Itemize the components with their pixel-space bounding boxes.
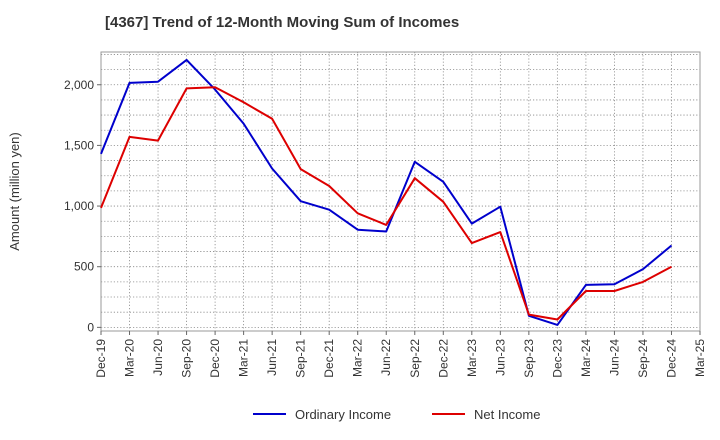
y-axis-title: Amount (million yen) [7,132,22,251]
chart-title: [4367] Trend of 12-Month Moving Sum of I… [105,14,460,31]
plot-area [100,51,701,332]
x-axis-ticks: Dec-19 Mar-20 Jun-20 Sep-20 Dec-20 Mar-21 Jun-… [94,331,707,378]
x-tick-label: Dec-19 [94,339,108,378]
x-tick-label: Jun-20 [151,339,165,376]
x-tick-label: Sep-24 [636,339,650,378]
x-tick-label: Jun-23 [493,339,507,376]
x-tick-label: Mar-25 [693,339,707,377]
x-tick-label: Dec-20 [208,339,222,378]
y-tick-label: 0 [87,320,94,334]
x-tick-label: Dec-21 [322,339,336,378]
x-tick-label: Mar-20 [123,339,137,377]
x-tick-label: Dec-23 [550,339,564,378]
x-tick-label: Sep-21 [294,339,308,378]
legend: Ordinary Income Net Income [253,407,540,422]
x-tick-label: Sep-20 [180,339,194,378]
y-tick-label: 2,000 [64,78,94,92]
x-tick-label: Dec-22 [436,339,450,378]
legend-label: Net Income [474,407,540,422]
x-tick-label: Sep-22 [408,339,422,378]
series-lines [100,58,673,326]
x-tick-label: Mar-21 [237,339,251,377]
x-tick-label: Jun-24 [607,339,621,376]
x-tick-label: Dec-24 [664,339,678,378]
x-tick-label: Mar-24 [579,339,593,377]
x-tick-label: Mar-23 [465,339,479,377]
x-tick-label: Jun-21 [265,339,279,376]
y-tick-label: 500 [74,260,94,274]
x-tick-label: Jun-22 [379,339,393,376]
y-tick-label: 1,500 [64,138,94,152]
x-tick-label: Sep-23 [522,339,536,378]
y-axis-ticks: 0 500 1,000 1,500 2,000 [64,78,101,334]
legend-label: Ordinary Income [295,407,391,422]
y-tick-label: 1,000 [64,199,94,213]
x-tick-label: Mar-22 [351,339,365,377]
gridlines [100,52,701,331]
